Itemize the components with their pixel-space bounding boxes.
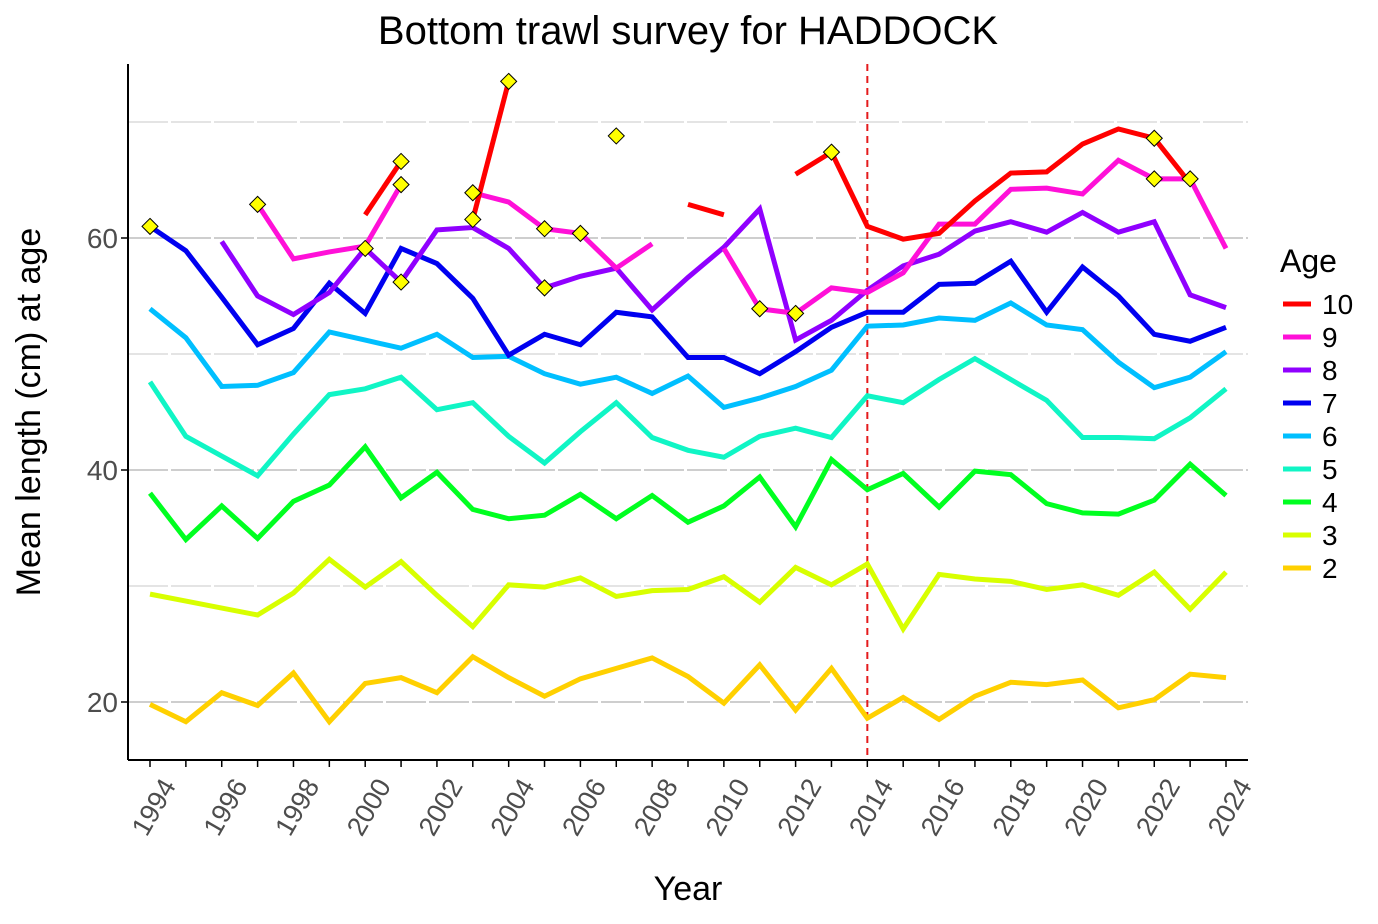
series-line-age-3 — [149, 556, 1228, 634]
series-line-age-8 — [219, 204, 1227, 344]
y-tick-label: 60 — [87, 223, 118, 254]
x-tick-label: 2012 — [771, 774, 827, 841]
legend-label: 10 — [1322, 289, 1353, 320]
series-line-age-10 — [687, 201, 725, 218]
x-tick-label: 2010 — [700, 774, 756, 841]
x-tick-label: 2014 — [843, 774, 899, 841]
legend-label: 9 — [1322, 322, 1338, 353]
legend-label: 2 — [1322, 553, 1338, 584]
x-tick-label: 2006 — [556, 774, 612, 841]
series-line-age-4 — [148, 442, 1228, 544]
series-line-age-5 — [147, 355, 1228, 479]
diamond-marker — [535, 220, 554, 238]
diamond-marker — [1145, 170, 1163, 188]
diamond-markers — [141, 72, 1199, 323]
x-tick-label: 2016 — [915, 774, 971, 841]
diamond-marker — [607, 127, 625, 145]
y-tick-label: 20 — [87, 687, 118, 718]
diamond-marker — [786, 304, 805, 323]
x-tick-label: 2008 — [628, 774, 684, 841]
diamond-marker — [464, 210, 482, 229]
x-tick-label: 1994 — [126, 774, 182, 841]
diamond-marker — [751, 300, 769, 318]
legend-title: Age — [1280, 243, 1337, 279]
series-line-age-2 — [148, 653, 1227, 726]
legend-label: 7 — [1322, 388, 1338, 419]
x-tick-label: 1998 — [269, 774, 325, 841]
chart-title: Bottom trawl survey for HADDOCK — [378, 9, 998, 53]
diamond-marker — [141, 217, 159, 236]
diamond-marker — [1145, 129, 1163, 147]
legend-label: 6 — [1322, 421, 1338, 452]
diamond-marker — [464, 184, 482, 202]
diamond-marker — [822, 143, 841, 161]
legend-label: 8 — [1322, 355, 1338, 386]
x-tick-label: 2004 — [484, 774, 540, 841]
series-line-age-9 — [255, 183, 404, 262]
x-tick-label: 2022 — [1130, 774, 1186, 841]
diamond-marker — [356, 239, 374, 258]
legend-label: 3 — [1322, 520, 1338, 551]
diamond-marker — [535, 279, 554, 297]
series-lines — [147, 80, 1229, 726]
y-axis-label: Mean length (cm) at age — [10, 228, 48, 597]
y-tick-label: 40 — [87, 455, 118, 486]
diamond-marker — [392, 175, 410, 194]
diamond-marker — [392, 152, 410, 171]
x-tick-label: 1996 — [198, 774, 254, 841]
x-tick-label: 2002 — [413, 774, 469, 841]
series-line-age-9 — [721, 157, 1229, 317]
legend-label: 4 — [1322, 487, 1338, 518]
grid — [128, 121, 1248, 703]
axes: 20 40 60 1994 1996 1998 2000 2002 2004 2006 2008 20… — [87, 64, 1258, 841]
series-line-age-6 — [148, 300, 1228, 411]
diamond-marker — [1181, 170, 1199, 188]
diamond-marker — [499, 72, 518, 91]
x-tick-label: 2018 — [987, 774, 1043, 841]
diamond-marker — [248, 195, 267, 214]
diamond-marker — [392, 273, 410, 291]
series-line-age-10 — [470, 80, 512, 221]
series-line-age-9 — [472, 190, 654, 272]
legend-label: 5 — [1322, 454, 1338, 485]
diamond-marker — [571, 224, 590, 243]
series-line-age-10 — [794, 126, 1193, 242]
x-tick-label: 2024 — [1202, 774, 1258, 841]
series-line-age-7 — [148, 224, 1227, 377]
x-tick-label: 2000 — [341, 774, 397, 841]
x-axis-label: Year — [654, 870, 723, 908]
x-tick-label: 2020 — [1058, 774, 1114, 841]
series-line-age-10 — [363, 160, 404, 217]
